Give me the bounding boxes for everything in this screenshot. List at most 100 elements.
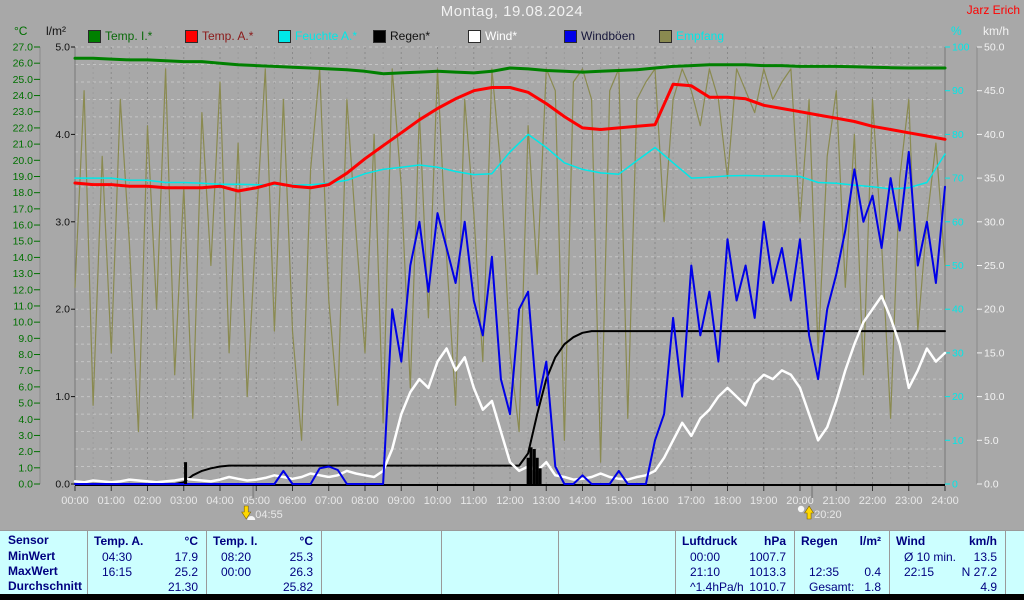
legend-swatch-icon — [88, 29, 101, 43]
series-wind — [73, 294, 947, 484]
bottom-bar — [0, 594, 1024, 600]
stats-cell-value: 25.2 — [174, 564, 198, 579]
stats-group-empty-2 — [322, 531, 442, 595]
temp-axis-label: 8.0 — [18, 349, 33, 361]
legend-item-feuchte-a-[interactable]: Feuchte A.* — [278, 29, 357, 43]
stats-cell-value: 1.8 — [864, 579, 881, 594]
temp-axis-label: 11.0 — [13, 300, 33, 312]
stats-cell-value: 25.3 — [289, 549, 313, 564]
stats-group-luftdruck: Luftdruck hPa 00:00 1007.7 21:10 1013.3 ^1.4hP… — [676, 531, 795, 595]
temp-axis-label: 2.0 — [18, 446, 33, 458]
stats-row-label: Sensor — [8, 533, 49, 547]
x-axis-label: 08:00 — [351, 495, 379, 507]
temp-axis-label: 18.0 — [13, 187, 34, 199]
wind-axis-label: 20.0 — [984, 304, 1005, 316]
stats-row-label: Durchschnitt — [8, 579, 83, 593]
legend-label: Temp. I.* — [105, 29, 153, 43]
stats-group-temp-a-: Temp. A. °C 04:30 17.9 16:15 25.2 21.30 — [88, 531, 207, 595]
stats-cell-time: 12:35 — [809, 564, 840, 579]
series-regen — [74, 330, 946, 485]
x-axis-label: 18:00 — [714, 495, 742, 507]
stats-row-label: MinWert — [8, 549, 56, 563]
wind-axis-label: 35.0 — [984, 173, 1005, 185]
legend-item-regen-[interactable]: Regen* — [373, 29, 430, 43]
series-temp-i- — [73, 56, 947, 76]
stats-group-title: Temp. A. — [94, 534, 144, 548]
legend-swatch-icon — [468, 29, 481, 43]
humidity-axis-label: 60 — [952, 216, 964, 228]
stats-group-wind: Wind km/h Ø 10 min. 13.5 22:15 N 27.2 4.9 — [890, 531, 1006, 595]
temp-axis-label: 24.0 — [13, 90, 34, 102]
legend-item-empfang[interactable]: Empfang — [659, 29, 724, 43]
x-axis-label: 02:00 — [134, 495, 162, 507]
wind-axis-label: 40.0 — [984, 129, 1005, 141]
temp-axis-label: 1.0 — [18, 462, 33, 474]
wind-axis-label: 50.0 — [984, 42, 1005, 54]
x-axis-label: 09:00 — [387, 495, 415, 507]
legend-item-windb-en[interactable]: Windböen — [564, 29, 635, 43]
stats-group-title: Wind — [896, 534, 926, 548]
stats-cell-time: 04:30 — [102, 549, 133, 564]
legend-item-temp-a-[interactable]: Temp. A.* — [185, 29, 253, 43]
temp-axis-label: 25.0 — [13, 74, 34, 86]
temp-axis-label: 21.0 — [13, 139, 34, 151]
rain-axis-label: 3.0 — [55, 216, 70, 228]
marker-label: 20:20 — [814, 509, 842, 521]
legend-swatch-icon — [373, 29, 386, 43]
stats-group-empty-3 — [442, 531, 559, 595]
x-axis-label: 12:00 — [496, 495, 524, 507]
legend-label: Temp. A.* — [202, 29, 254, 43]
rain-axis-label: 5.0 — [55, 42, 70, 54]
x-axis-label: 24:00 — [931, 495, 959, 507]
stats-cell-value: 21.30 — [167, 579, 198, 594]
stats-row-labels: Sensor MinWert MaxWert Durchschnitt — [0, 531, 88, 595]
stats-group-regen: Regen l/m² 12:35 0.4 Gesamt: 1.8 — [795, 531, 890, 595]
sunset-icon — [797, 505, 805, 513]
temp-axis-label: 10.0 — [13, 317, 34, 329]
marker-label: 04:55 — [255, 509, 283, 521]
humidity-axis-label: 10 — [952, 435, 964, 447]
x-axis-label: 03:00 — [170, 495, 198, 507]
x-axis-label: 05:00 — [242, 495, 270, 507]
x-axis-label: 14:00 — [569, 495, 597, 507]
stats-cell-time: 21:10 — [690, 564, 721, 579]
x-axis-label: 13:00 — [532, 495, 560, 507]
temp-axis-label: 22.0 — [13, 122, 34, 134]
wind-axis-label: 25.0 — [984, 260, 1005, 272]
wind-axis-label: 15.0 — [984, 347, 1005, 359]
x-axis-label: 15:00 — [605, 495, 633, 507]
temp-axis-label: 26.0 — [13, 58, 34, 70]
legend-swatch-icon — [659, 29, 672, 43]
humidity-axis-label: 90 — [952, 85, 964, 97]
stats-group-unit: hPa — [763, 534, 786, 548]
rain-axis-label: 0.0 — [55, 479, 70, 491]
stats-cell-value: 25.82 — [282, 579, 313, 594]
temp-axis-label: 19.0 — [13, 171, 34, 183]
x-axis-label: 16:00 — [641, 495, 669, 507]
stats-cell-value: 13.5 — [973, 549, 997, 564]
stats-cell-value: 0.4 — [864, 564, 881, 579]
stats-group-unit: °C — [184, 534, 198, 548]
x-axis-label: 11:00 — [460, 495, 487, 507]
temp-axis-label: 5.0 — [18, 398, 33, 410]
temp-axis-label: 23.0 — [13, 106, 34, 118]
wind-axis-label: 30.0 — [984, 216, 1005, 228]
station-name: Jarz Erich — [966, 3, 1020, 17]
series-windb-en — [74, 150, 946, 485]
temp-axis-label: 16.0 — [13, 220, 34, 232]
legend-item-temp-i-[interactable]: Temp. I.* — [88, 29, 152, 43]
axis-unit-wind: km/h — [983, 24, 1010, 38]
temp-axis-label: 7.0 — [18, 365, 33, 377]
x-axis-label: 20:00 — [786, 495, 814, 507]
stats-cell-value: 1007.7 — [749, 549, 786, 564]
stats-cell-value: 26.3 — [289, 564, 313, 579]
x-axis-label: 22:00 — [859, 495, 887, 507]
legend-swatch-icon — [185, 29, 198, 43]
legend-label: Empfang — [676, 29, 725, 43]
weather-chart: 0.0 1.0 2.0 3.0 4.0 5.0 6.0 7.0 8.0 9.0 10.0 11.0 12… — [13, 42, 1005, 522]
temp-axis-label: 13.0 — [13, 268, 34, 280]
temp-axis-label: 17.0 — [13, 203, 34, 215]
axis-unit-humidity: % — [951, 24, 962, 38]
legend-item-wind-[interactable]: Wind* — [468, 29, 517, 43]
